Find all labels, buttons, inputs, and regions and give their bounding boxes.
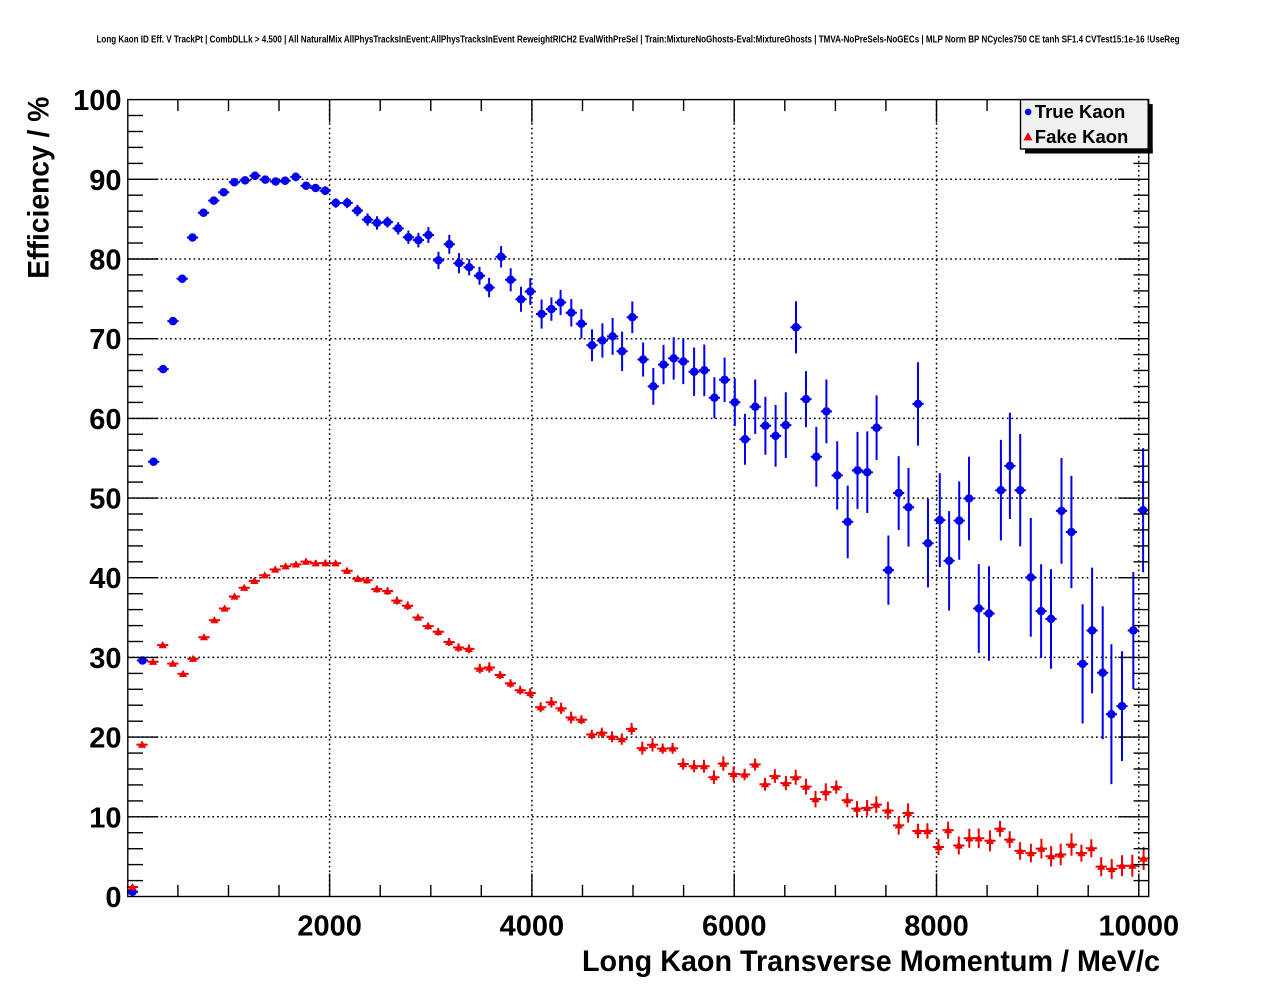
svg-text:Fake Kaon: Fake Kaon [1035,126,1129,147]
svg-text:10000: 10000 [1098,911,1179,943]
svg-text:100: 100 [73,85,121,117]
svg-text:Long Kaon Transverse Momentum: Long Kaon Transverse Momentum / MeV/c [582,945,1160,978]
svg-text:10: 10 [89,802,121,834]
svg-text:8000: 8000 [904,911,969,943]
svg-text:True Kaon: True Kaon [1035,101,1125,122]
svg-text:40: 40 [89,563,121,595]
svg-text:2000: 2000 [297,911,362,943]
svg-text:Long Kaon ID Eff. V TrackPt |: Long Kaon ID Eff. V TrackPt | CombDLLk >… [97,35,1180,46]
svg-text:90: 90 [89,165,121,197]
svg-text:0: 0 [105,882,121,914]
svg-text:20: 20 [89,723,121,755]
svg-text:4000: 4000 [500,911,565,943]
svg-text:50: 50 [89,484,121,516]
svg-text:6000: 6000 [702,911,767,943]
svg-text:60: 60 [89,404,121,436]
svg-text:Efficiency / %: Efficiency / % [23,97,56,279]
svg-text:30: 30 [89,643,121,675]
svg-text:80: 80 [89,245,121,277]
svg-text:70: 70 [89,324,121,356]
